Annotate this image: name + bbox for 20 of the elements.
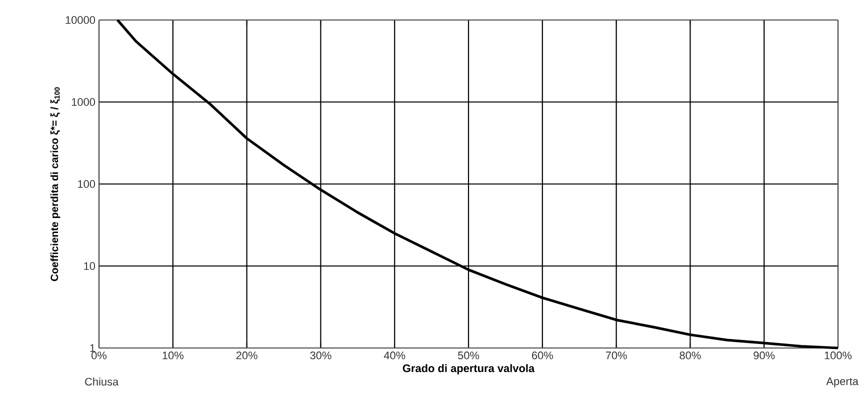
x-tick-label: 10% [162, 352, 184, 360]
x-tick-label: 80% [680, 352, 701, 360]
y-tick-label: 10000 [66, 16, 96, 24]
y-tick-label: 100 [78, 180, 96, 188]
y-tick-label: 1 [90, 344, 95, 352]
y-axis-title: Coefficiente perdita di carico ξ*= ξ / ξ$_{100}$ [50, 87, 60, 282]
x-tick-label: 90% [754, 352, 775, 360]
x-tick-label: 40% [384, 352, 406, 360]
x-tick-label: 20% [236, 352, 258, 360]
x-tick-label: 70% [606, 352, 627, 360]
x-tick-label: 50% [458, 352, 480, 360]
text: Aperta [826, 378, 858, 388]
x-axis-title: Grado di apertura valvola [402, 364, 535, 374]
x-tick-label: 100% [824, 352, 852, 360]
text: Chiusa [85, 378, 119, 386]
y-tick-label: 10 [84, 262, 96, 270]
x-tick-label: 0% [92, 352, 107, 360]
y-tick-label: 1000 [72, 98, 96, 106]
x-tick-label: 60% [532, 352, 553, 360]
x-tick-label: 30% [310, 352, 332, 360]
